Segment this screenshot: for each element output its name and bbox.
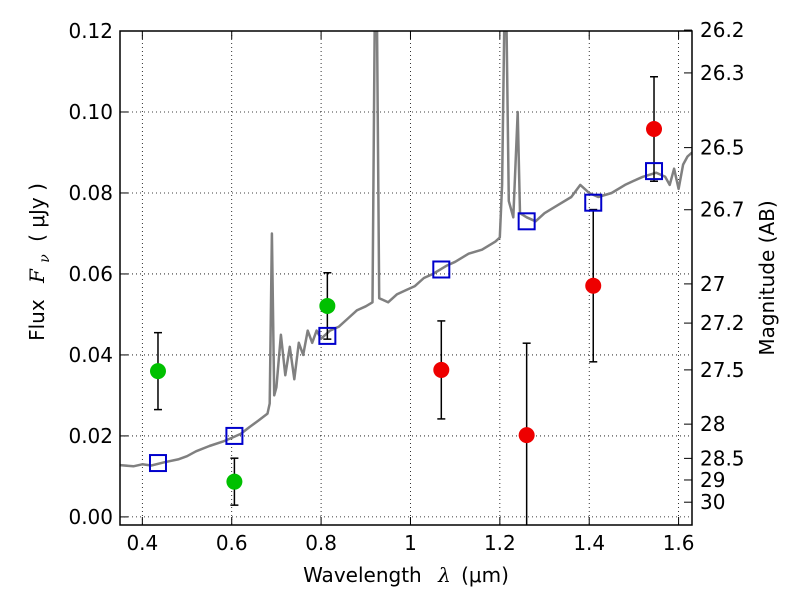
plot-content (120, 31, 692, 525)
mag-tick-label: 26.3 (700, 61, 745, 85)
y-tick-label: 0.04 (68, 343, 113, 367)
plot-frame (119, 30, 693, 526)
model-photometry-square (225, 426, 244, 445)
y-axis-title-prefix: Flux (25, 299, 49, 341)
tick-layer: 0.4 0.6 0.8 1 1.2 1.4 1.6 0.00 0.02 0.04 0.06 0.08 0… (68, 18, 744, 555)
mag-tick-label: 27.5 (700, 358, 745, 382)
x-axis-title-unit: (μm) (461, 563, 509, 587)
observed-flux-point (646, 120, 663, 137)
x-axis-title-prefix: Wavelength (303, 563, 422, 587)
x-tick-label: 0.4 (126, 531, 158, 555)
observed-flux-point (518, 427, 535, 444)
mag-tick-label: 26.2 (700, 18, 745, 42)
mag-tick-label: 29 (700, 468, 725, 492)
mag-tick-label: 26.7 (700, 198, 745, 222)
model-photometry-square (584, 193, 603, 212)
y-axis-title-unit: ( μJy ) (25, 183, 49, 242)
y-axis-title: Flux F ν ( μJy ) (25, 183, 54, 341)
x-tick-label: 0.6 (216, 531, 248, 555)
mag-tick-label: 28 (700, 412, 725, 436)
x-tick-label: 0.8 (305, 531, 337, 555)
x-axis-title: Wavelength λ (μm) (303, 563, 509, 587)
x-tick-label: 1.4 (573, 531, 605, 555)
mag-tick-label: 27 (700, 272, 725, 296)
y-tick-label: 0.06 (68, 262, 113, 286)
observed-flux-point (319, 297, 336, 314)
x-tick-label: 1 (404, 531, 417, 555)
model-photometry-square (517, 212, 536, 231)
y-tick-label: 0.10 (68, 100, 113, 124)
observed-flux-point (226, 473, 243, 490)
model-photometry-square (645, 162, 664, 181)
y-axis-title-symbol: F (25, 268, 49, 284)
mag-tick-label: 30 (700, 490, 725, 514)
model-photometry-square (318, 326, 337, 345)
x-axis-title-symbol: λ (437, 563, 451, 587)
observed-flux-point (433, 361, 450, 378)
y-tick-label: 0.00 (68, 505, 113, 529)
y-axis-title-subscript: ν (37, 254, 53, 263)
model-photometry-square (432, 260, 451, 279)
model-photometry-square (148, 454, 167, 473)
y2-axis-title: Magnitude (AB) (755, 200, 779, 355)
y-tick-label: 0.12 (68, 19, 113, 43)
mag-tick-label: 28.5 (700, 446, 745, 470)
observed-flux-point (585, 277, 602, 294)
x-tick-label: 1.6 (663, 531, 695, 555)
y-tick-label: 0.08 (68, 181, 113, 205)
mag-tick-label: 27.2 (700, 311, 745, 335)
y-tick-label: 0.02 (68, 424, 113, 448)
mag-tick-label: 26.5 (700, 136, 745, 160)
x-tick-label: 1.2 (484, 531, 516, 555)
observed-flux-point (149, 363, 166, 380)
